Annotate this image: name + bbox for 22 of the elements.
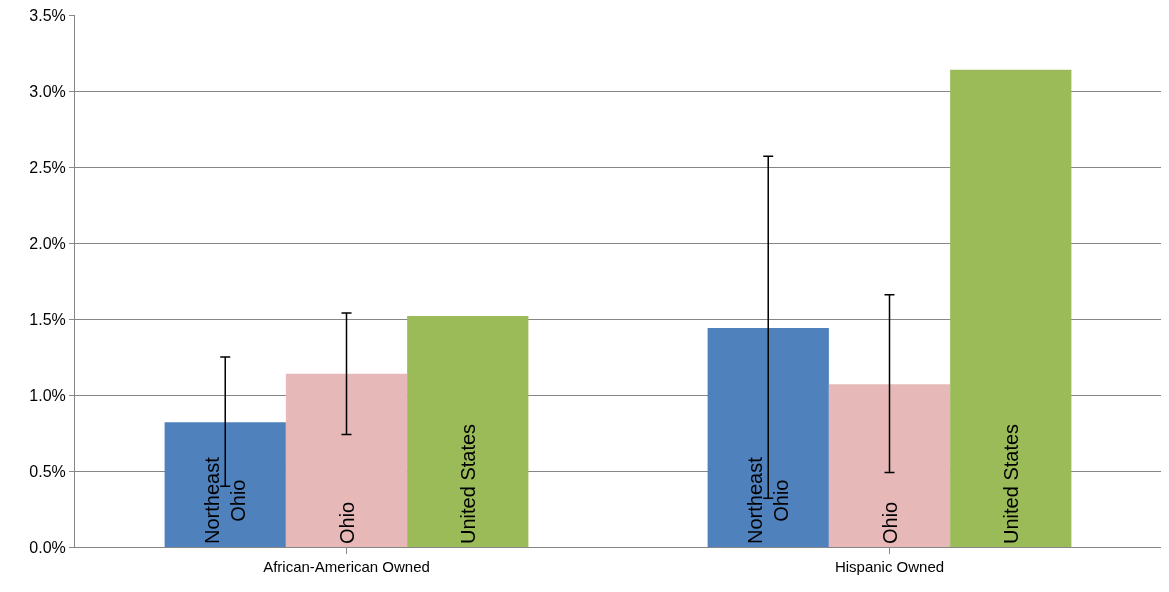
text: Northeast Ohio xyxy=(744,457,793,544)
y-tick-label: 0.0% xyxy=(29,538,66,556)
series-label: Northeast Ohio xyxy=(201,456,250,544)
y-tick-label: 3.0% xyxy=(29,82,66,100)
text: Ohio xyxy=(878,501,901,544)
bar xyxy=(950,69,1072,547)
series-label: Ohio xyxy=(335,501,358,544)
bar xyxy=(828,384,951,547)
bar xyxy=(164,422,286,547)
bar xyxy=(285,373,408,547)
x-tick-label: African-American Owned xyxy=(263,558,430,575)
y-tick-label: 1.5% xyxy=(29,310,66,328)
y-tick-label: 3.5% xyxy=(29,6,66,24)
y-tick-label: 0.5% xyxy=(29,462,66,480)
y-tick-label: 1.0% xyxy=(29,386,66,404)
bar xyxy=(707,328,829,547)
bar xyxy=(407,315,529,547)
series-label: United States xyxy=(456,423,479,544)
y-tick-label: 2.0% xyxy=(29,234,66,252)
text: United States xyxy=(999,423,1022,544)
x-tick-label: Hispanic Owned xyxy=(834,558,945,575)
y-tick-label: 2.5% xyxy=(29,158,66,176)
